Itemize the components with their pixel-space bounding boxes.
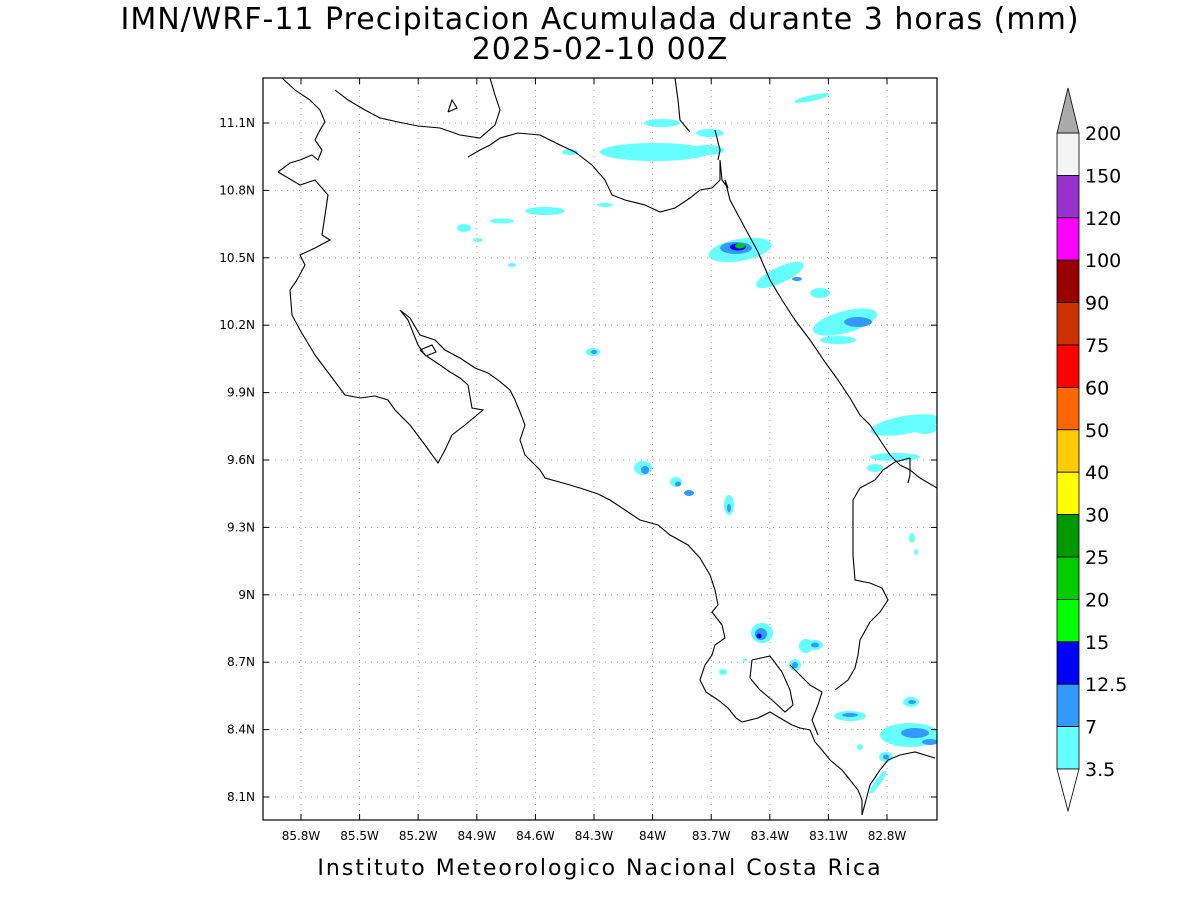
colorbar-label: 20 [1085,589,1109,611]
colorbar-max-arrow [1056,87,1080,134]
lat-label: 10.8N [219,183,255,197]
lat-label: 9.6N [227,453,255,467]
colorbar-label: 90 [1085,293,1109,315]
precipitation-field [457,93,937,794]
lat-label: 9.3N [227,520,255,534]
colorbar-label: 120 [1085,208,1121,230]
colorbar-segment [1056,429,1080,473]
lon-label: 84.9W [458,829,497,843]
colorbar-segment [1056,514,1080,558]
lon-label: 83.1W [809,829,848,843]
colorbar-label: 3.5 [1085,759,1115,781]
lon-label: 85.2W [399,829,438,843]
colorbar-segment [1056,599,1080,643]
colorbar-label: 30 [1085,505,1109,527]
colorbar-segment [1056,641,1080,685]
map-valid-time: 2025-02-10 00Z [471,32,729,67]
lat-label: 9N [238,588,255,602]
colorbar-label: 100 [1085,250,1121,272]
colorbar-segment [1056,726,1080,770]
colorbar-label: 15 [1085,632,1109,654]
colorbar-label: 40 [1085,462,1109,484]
colorbar-segment [1056,132,1080,176]
lat-label: 10.2N [219,318,255,332]
lat-label: 8.4N [227,723,255,737]
institution-footer: Instituto Meteorologico Nacional Costa R… [317,856,883,881]
map-frame [262,77,938,821]
lat-label: 11.1N [219,116,255,130]
lon-label: 84.6W [516,829,555,843]
colorbar-segment [1056,344,1080,388]
lat-label: 8.7N [227,655,255,669]
colorbar-segment [1056,471,1080,516]
colorbar-segment [1056,386,1080,431]
colorbar-label: 25 [1085,547,1109,569]
lon-label: 85.8W [282,829,321,843]
lat-label: 8.1N [227,790,255,804]
lon-label: 83.4W [751,829,790,843]
colorbar-segment [1056,174,1080,219]
map-grid [263,78,937,820]
colorbar-min-arrow [1056,768,1080,813]
lat-label: 10.5N [219,251,255,265]
colorbar-segment [1056,302,1080,346]
colorbar-segment [1056,683,1080,728]
colorbar-label: 12.5 [1085,674,1127,696]
latitude-axis: 11.1N 10.8N 10.5N 10.2N 9.9N 9.6N 9.3N 9N 8.7N 8.… [219,116,937,804]
longitude-axis: 85.8W 85.5W 85.2W 84.9W 84.6W 84.3W 84W 83.7W 83… [282,78,907,843]
lat-label: 9.9N [227,386,255,400]
lon-label: 84.3W [575,829,614,843]
lon-label: 85.5W [340,829,379,843]
colorbar-label: 150 [1085,165,1121,187]
colorbar-label: 50 [1085,420,1109,442]
colorbar-label: 75 [1085,335,1109,357]
colorbar-segment [1056,217,1080,261]
lon-label: 83.7W [692,829,731,843]
colorbar-segment [1056,259,1080,304]
map-title: IMN/WRF-11 Precipitacion Acumulada duran… [120,2,1080,37]
colorbar-label: 200 [1085,123,1121,145]
lon-label: 84W [639,829,666,843]
coastlines [277,78,937,816]
colorbar-label: 60 [1085,377,1109,399]
lon-label: 82.8W [868,829,907,843]
colorbar-segment [1056,556,1080,600]
colorbar-label: 7 [1085,717,1097,739]
colorbar-legend: 200 150 120 100 90 75 60 50 40 30 25 20 15 12.5 7 3.5 [1056,87,1127,813]
